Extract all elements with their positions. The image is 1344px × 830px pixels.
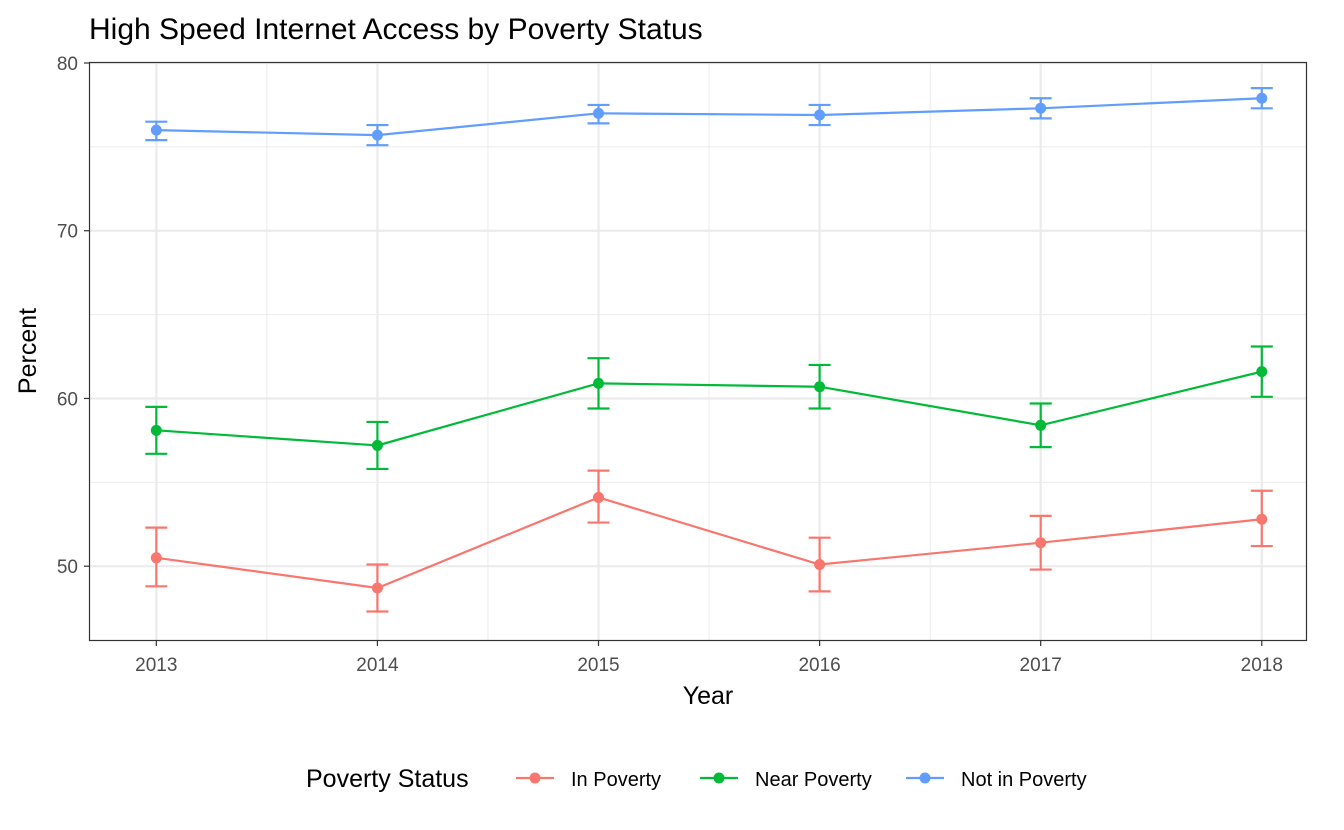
legend-item-not-in-poverty: Not in Poverty: [906, 769, 1087, 791]
legend-item-near-poverty: Near Poverty: [700, 769, 872, 791]
legend-item-in-poverty: In Poverty: [516, 769, 661, 791]
series-lines: [156, 97, 1263, 590]
legend: Poverty Status In Poverty Near Poverty Not…: [306, 765, 1087, 793]
legend-key-point: [529, 772, 541, 784]
data-point-near-poverty: [150, 424, 162, 436]
data-point-not-in-poverty: [1256, 92, 1268, 104]
y-tick-label: 80: [57, 54, 78, 75]
x-tick-label: 2013: [135, 655, 177, 676]
data-point-in-poverty: [814, 559, 826, 571]
data-point-near-poverty: [814, 381, 826, 393]
legend-label-in-poverty: In Poverty: [571, 769, 661, 791]
y-tick-label: 50: [57, 557, 78, 578]
legend-label-not-in-poverty: Not in Poverty: [961, 769, 1087, 791]
data-point-not-in-poverty: [150, 124, 162, 136]
x-tick-label: 2014: [356, 655, 399, 676]
legend-title: Poverty Status: [306, 765, 469, 793]
data-point-in-poverty: [150, 552, 162, 564]
y-tick-label: 60: [57, 389, 78, 410]
x-axis-title: Year: [683, 682, 734, 710]
legend-key-point: [919, 772, 931, 784]
data-point-not-in-poverty: [814, 109, 826, 121]
legend-label-near-poverty: Near Poverty: [755, 769, 872, 791]
series-points: [150, 92, 1268, 594]
x-tick-label: 2017: [1020, 655, 1062, 676]
y-axis-ticks: 50 60 70 80: [57, 54, 90, 578]
series-line-not-in-poverty: [156, 97, 1262, 137]
x-tick-label: 2016: [798, 655, 840, 676]
y-tick-label: 70: [57, 222, 78, 243]
series-line-near-poverty: [156, 370, 1263, 447]
x-tick-label: 2018: [1241, 655, 1283, 676]
series-line-in-poverty: [156, 496, 1262, 590]
x-axis-ticks: 2013 2014 2015 2016 2017 2018: [135, 640, 1283, 676]
data-point-near-poverty: [371, 439, 383, 451]
x-tick-label: 2015: [577, 655, 619, 676]
y-axis-title: Percent: [14, 308, 42, 394]
data-point-near-poverty: [1035, 419, 1047, 431]
chart-title: High Speed Internet Access by Poverty St…: [89, 13, 703, 46]
data-point-in-poverty: [1256, 513, 1268, 525]
data-point-not-in-poverty: [371, 129, 383, 141]
data-point-not-in-poverty: [593, 107, 605, 119]
data-point-in-poverty: [593, 491, 605, 503]
plot-panel-border: [88, 61, 1308, 642]
data-point-not-in-poverty: [1035, 102, 1047, 114]
data-point-near-poverty: [593, 377, 605, 389]
legend-items: In Poverty Near Poverty Not in Poverty: [516, 769, 1087, 791]
data-point-in-poverty: [371, 582, 383, 594]
legend-key-point: [713, 772, 725, 784]
data-point-in-poverty: [1035, 537, 1047, 549]
grid: [90, 61, 1306, 640]
data-point-near-poverty: [1256, 366, 1268, 378]
